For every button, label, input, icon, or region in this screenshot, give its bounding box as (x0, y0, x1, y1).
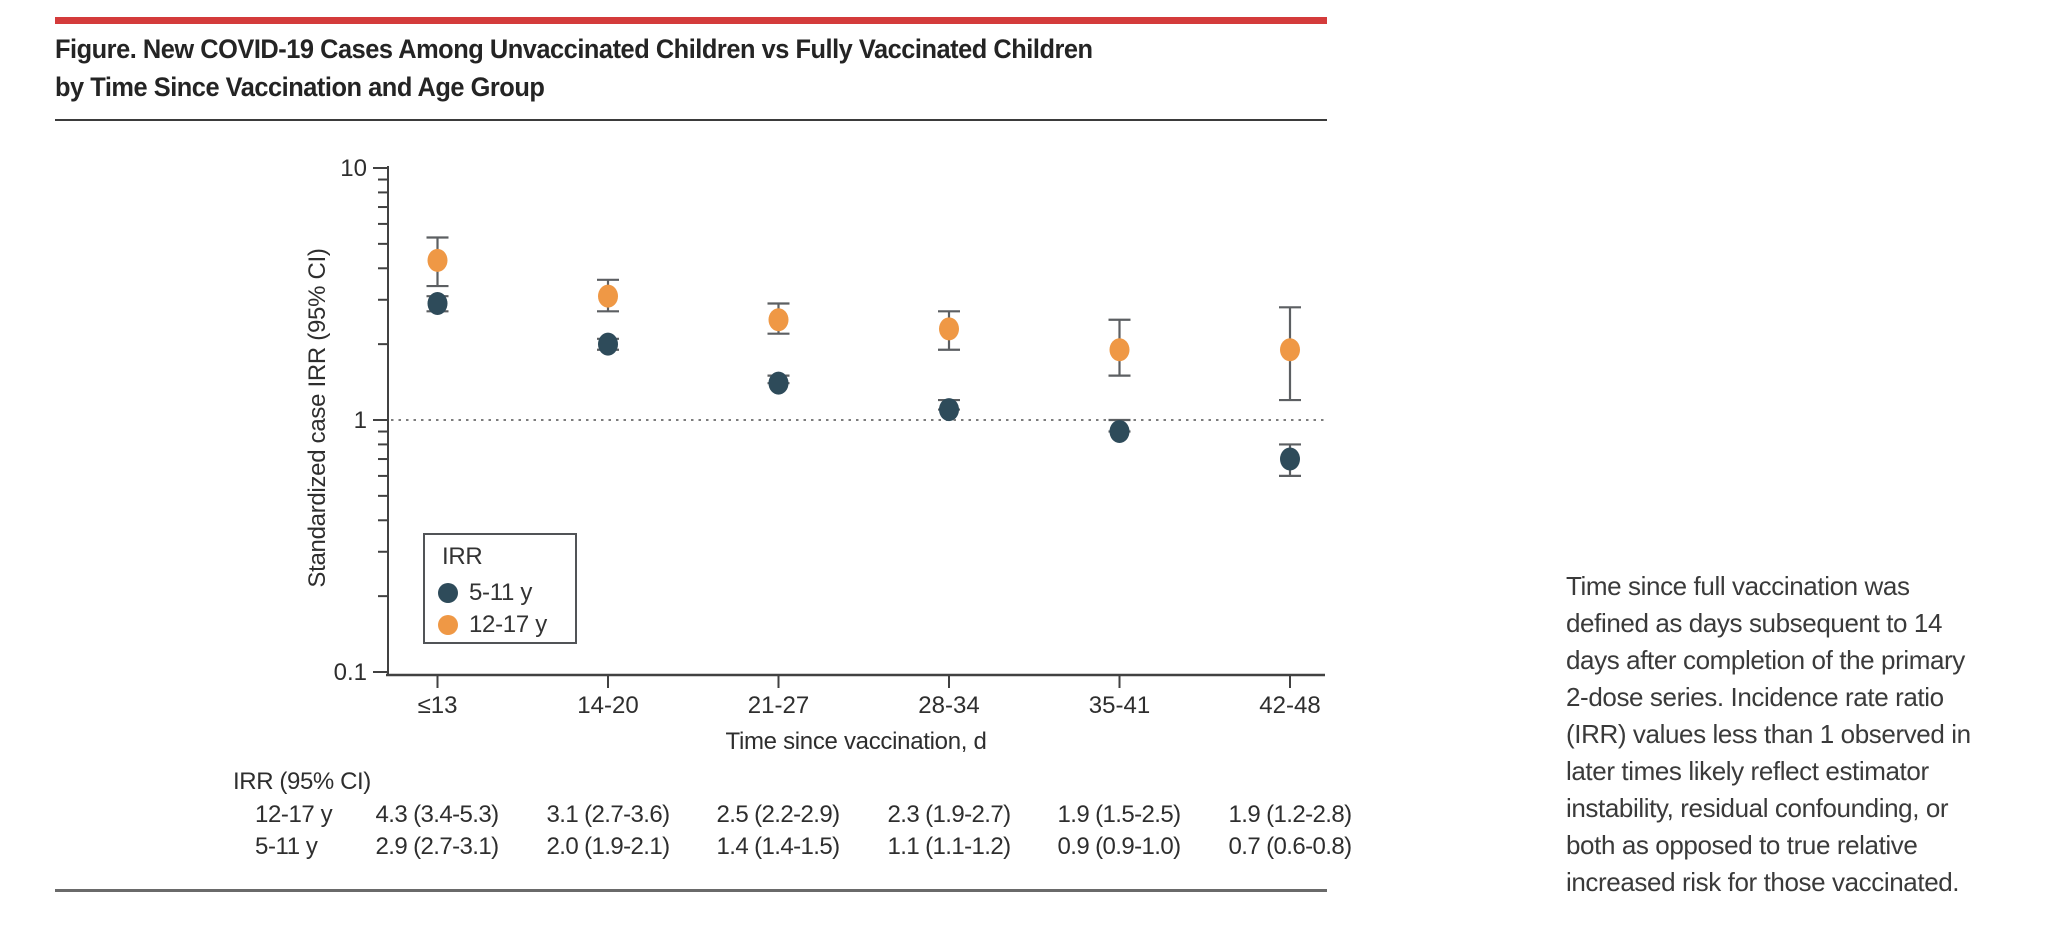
data-point-5-11-y-28-34 (939, 398, 959, 422)
irr-value-cell: 1.9 (1.2-2.8) (1228, 801, 1353, 828)
irr-value-cell: 2.3 (1.9-2.7) (887, 801, 1012, 828)
legend-dot-12-17-y-icon (438, 615, 458, 635)
irr-value-cell: 2.9 (2.7-3.1) (375, 833, 500, 860)
legend-dot-5-11-y-icon (438, 583, 458, 603)
data-point-5-11-y-≤13 (427, 291, 448, 315)
data-point-12-17-y-42-48 (1280, 338, 1300, 362)
data-point-12-17-y-28-34 (939, 317, 959, 341)
chart-legend: IRR 5-11 y 12-17 y (423, 533, 577, 644)
x-tick-label: 21-27 (748, 692, 809, 719)
x-tick-label: ≤13 (418, 692, 458, 719)
irr-table-row-label-5-11: 5-11 y (255, 833, 318, 860)
data-point-5-11-y-14-20 (598, 332, 618, 356)
data-point-5-11-y-21-27 (768, 371, 789, 395)
bottom-rule (55, 889, 1327, 892)
irr-value-cell: 2.0 (1.9-2.1) (546, 833, 671, 860)
irr-value-cell: 4.3 (3.4-5.3) (375, 801, 500, 828)
irr-value-cell: 2.5 (2.2-2.9) (716, 801, 841, 828)
x-tick-label: 35-41 (1089, 692, 1150, 719)
irr-value-cell: 1.9 (1.5-2.5) (1057, 801, 1182, 828)
irr-value-cell: 0.7 (0.6-0.8) (1228, 833, 1353, 860)
legend-title: IRR (442, 543, 483, 570)
figure-title: Figure. New COVID-19 Cases Among Unvacci… (55, 34, 1093, 102)
legend-item-5-11-y: 5-11 y (438, 579, 532, 607)
irr-table-row-label-12-17: 12-17 y (255, 801, 333, 828)
data-point-5-11-y-35-41 (1109, 420, 1130, 444)
data-point-5-11-y-42-48 (1280, 447, 1300, 471)
x-axis-title: Time since vaccination, d (725, 728, 987, 755)
x-tick-label: 28-34 (918, 692, 979, 719)
irr-value-cell: 0.9 (0.9-1.0) (1057, 833, 1182, 860)
irr-table-header: IRR (95% CI) (233, 768, 371, 795)
legend-item-12-17-y: 12-17 y (438, 611, 547, 639)
data-point-12-17-y-21-27 (768, 308, 789, 332)
x-tick-label: 14-20 (577, 692, 638, 719)
irr-value-cell: 1.4 (1.4-1.5) (716, 833, 841, 860)
data-point-12-17-y-≤13 (427, 248, 448, 272)
y-tick-label: 10 (340, 155, 367, 182)
title-divider-rule (55, 119, 1327, 121)
x-tick-label: 42-48 (1259, 692, 1320, 719)
irr-value-cell: 1.1 (1.1-1.2) (887, 833, 1012, 860)
y-tick-label: 0.1 (334, 659, 367, 686)
y-tick-label: 1 (354, 407, 367, 434)
figure-caption: Time since full vaccination was defined … (1566, 571, 1971, 897)
top-red-rule (55, 17, 1327, 24)
data-point-12-17-y-14-20 (598, 284, 618, 308)
y-axis-title: Standardized case IRR (95% CI) (304, 248, 331, 588)
legend-label: 5-11 y (469, 579, 533, 606)
legend-label: 12-17 y (469, 611, 547, 638)
data-point-12-17-y-35-41 (1109, 338, 1130, 362)
irr-value-cell: 3.1 (2.7-3.6) (546, 801, 671, 828)
